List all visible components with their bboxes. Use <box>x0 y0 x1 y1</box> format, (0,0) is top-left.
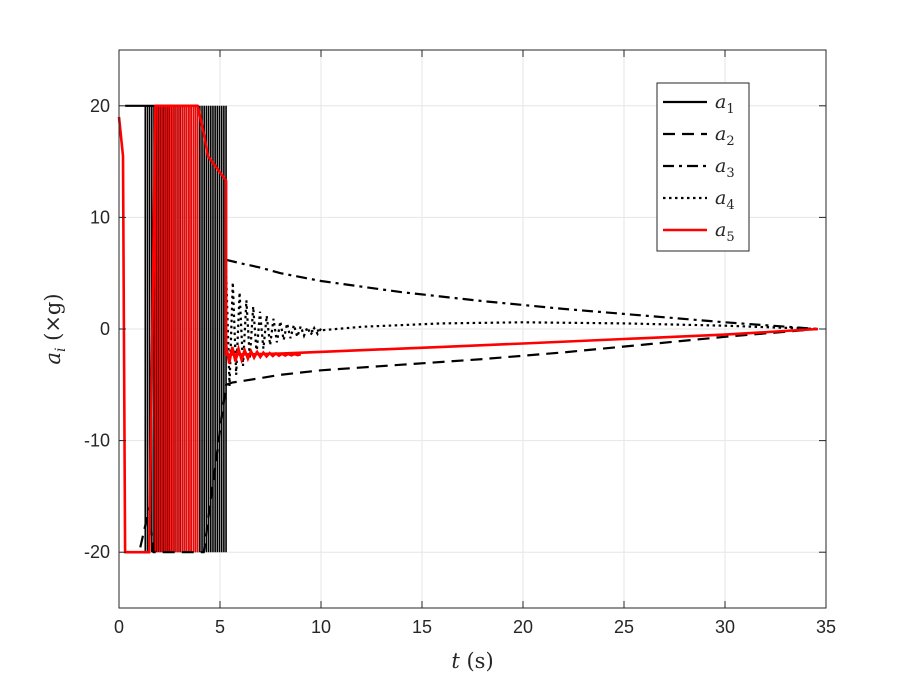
legend-label-a4: a4 <box>715 187 735 213</box>
legend-label-main: a <box>715 187 726 209</box>
y-axis-sub: i <box>53 348 69 352</box>
legend-label-main: a <box>715 123 726 145</box>
legend-label-sub: 4 <box>726 198 734 213</box>
oscillation-band-a5 <box>154 105 199 553</box>
x-tick-label: 30 <box>715 617 735 637</box>
y-tick-label: -20 <box>84 542 110 562</box>
legend-label-a2: a2 <box>715 123 735 149</box>
legend-label-sub: 3 <box>726 166 734 181</box>
axes-frame <box>118 49 827 609</box>
legend-label-a1: a1 <box>715 91 735 117</box>
legend-label-sub: 1 <box>726 102 734 117</box>
legend-label-a5: a5 <box>715 219 735 245</box>
x-axis-unit: (s) <box>466 649 493 673</box>
x-axis-label: t (s) <box>451 649 493 673</box>
series-line-a3 <box>225 258 818 331</box>
y-tick-label: -10 <box>84 431 110 451</box>
y-tick-label: 0 <box>100 319 110 339</box>
x-tick-label: 15 <box>412 617 432 637</box>
x-tick-label: 10 <box>311 617 331 637</box>
series-line-a2 <box>125 327 818 554</box>
legend-label-main: a <box>715 155 726 177</box>
y-axis-unit: (×g) <box>41 293 65 340</box>
x-tick-label: 0 <box>114 617 124 637</box>
legend-label-main: a <box>715 219 726 241</box>
y-tick-label: 20 <box>90 96 110 116</box>
legend-label-main: a <box>715 91 726 113</box>
x-axis-var: t <box>451 649 460 673</box>
x-tick-label: 25 <box>614 617 634 637</box>
x-tick-label: 20 <box>513 617 533 637</box>
x-tick-label: 5 <box>215 617 225 637</box>
series-line-a5 <box>117 104 818 554</box>
legend-label-sub: 2 <box>726 134 734 149</box>
y-tick-label: 10 <box>90 207 110 227</box>
legend-label-sub: 5 <box>726 230 734 245</box>
series-line-a4 <box>310 321 818 333</box>
data-series <box>117 104 818 554</box>
y-axis-label: ai (×g) <box>41 293 70 364</box>
y-axis-var: a <box>41 352 65 365</box>
legend-label-a3: a3 <box>715 155 735 181</box>
decaying-oscillation-a4 <box>225 269 322 387</box>
x-tick-label: 35 <box>816 617 836 637</box>
